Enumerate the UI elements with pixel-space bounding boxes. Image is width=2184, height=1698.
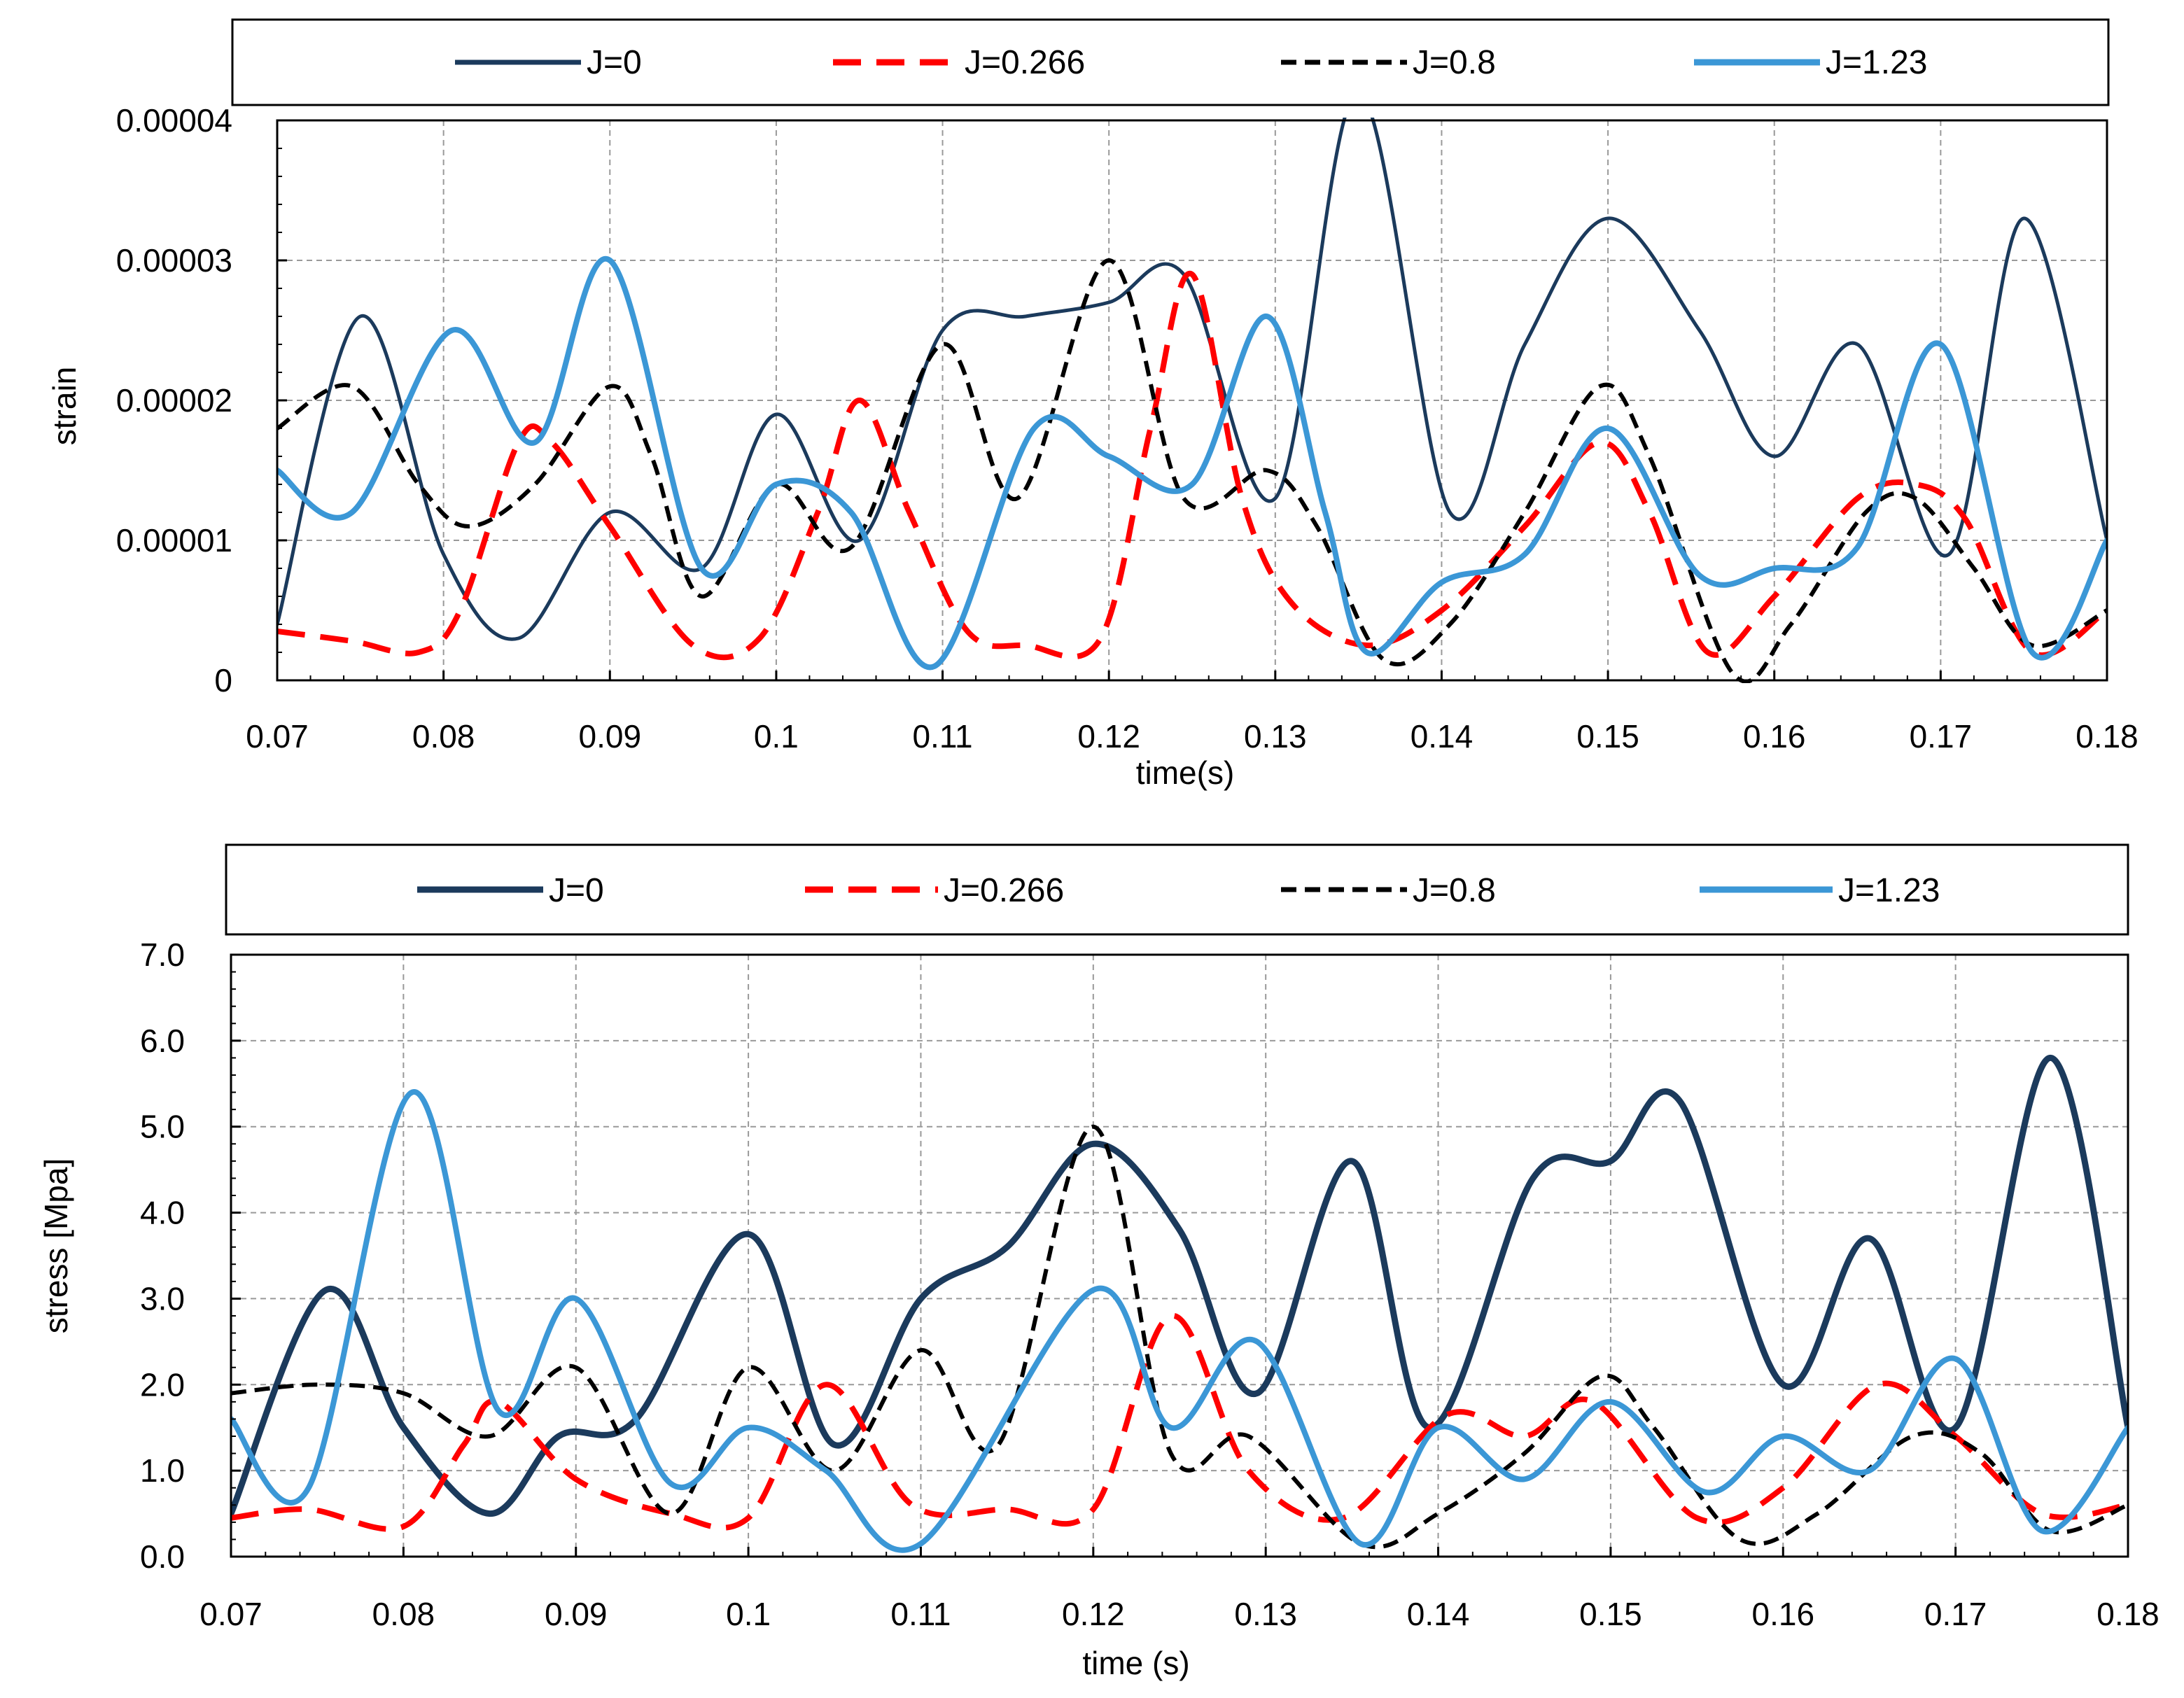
x-tick-label: 0.15 (1579, 1596, 1642, 1632)
x-tick-label: 0.12 (1062, 1596, 1125, 1632)
x-tick-label: 0.18 (2096, 1596, 2160, 1632)
series-line-j123 (277, 255, 2107, 671)
legend-item-j0266: J=0.266 (805, 872, 1064, 909)
x-tick-label: 0.16 (1752, 1596, 1815, 1632)
legend-label-j123: J=1.23 (1826, 44, 1927, 81)
y-tick-label: 6.0 (140, 1023, 185, 1059)
legend-item-j0: J=0 (417, 872, 604, 909)
series-line-j0 (231, 1054, 2128, 1517)
legend-item-j123: J=1.23 (1700, 872, 1940, 909)
y-tick-labels: 0 0.00001 0.00002 0.00003 0.00004 (116, 102, 232, 699)
y-tick-label: 0.00004 (116, 102, 232, 139)
legend-label-j0: J=0 (587, 44, 642, 81)
x-tick-label: 0.18 (2076, 718, 2138, 755)
tick-marks (276, 119, 2108, 682)
y-tick-label: 0.00003 (116, 242, 232, 279)
x-tick-label: 0.08 (412, 718, 475, 755)
series-line-j08 (277, 258, 2107, 683)
x-tick-label: 0.16 (1743, 718, 1806, 755)
x-tick-labels: 0.07 0.08 0.09 0.1 0.11 0.12 0.13 0.14 0.15 0.16 0… (200, 1596, 2160, 1632)
series-line-j08 (231, 1124, 2128, 1550)
series-line-j123 (231, 1089, 2128, 1553)
legend-label-j08: J=0.8 (1413, 44, 1496, 81)
x-tick-label: 0.07 (200, 1596, 262, 1632)
series-line-j0 (277, 118, 2107, 641)
x-tick-labels: 0.07 0.08 0.09 0.1 0.11 0.12 0.13 0.14 0.15 0.16 0… (246, 718, 2138, 755)
x-tick-label: 0.13 (1244, 718, 1307, 755)
x-tick-label: 0.17 (1910, 718, 1973, 755)
legend-label-j0266: J=0.266 (965, 44, 1085, 81)
x-tick-label: 0.13 (1234, 1596, 1297, 1632)
x-axis-title: time (s) (1082, 1645, 1189, 1681)
legend-item-j08: J=0.8 (1281, 872, 1496, 909)
x-tick-label: 0.12 (1077, 718, 1140, 755)
x-tick-label: 0.07 (246, 718, 309, 755)
legend-item-j0266: J=0.266 (833, 44, 1085, 81)
y-tick-label: 0.0 (140, 1538, 185, 1575)
x-tick-label: 0.14 (1410, 718, 1474, 755)
y-tick-label: 3.0 (140, 1280, 185, 1317)
legend-item-j08: J=0.8 (1281, 44, 1496, 81)
y-tick-labels: 0.0 1.0 2.0 3.0 4.0 5.0 6.0 7.0 (140, 936, 185, 1575)
series-line-j0266 (231, 1312, 2128, 1532)
series-clip (231, 1054, 2128, 1553)
x-tick-label: 0.09 (545, 1596, 608, 1632)
y-tick-label: 0 (214, 662, 232, 699)
y-tick-label: 1.0 (140, 1452, 185, 1489)
legend-label-j0266: J=0.266 (944, 872, 1064, 909)
x-tick-label: 0.11 (912, 718, 972, 755)
legend-item-j0: J=0 (455, 44, 642, 81)
x-tick-label: 0.1 (726, 1596, 771, 1632)
series-line-j0266 (277, 270, 2107, 661)
x-tick-label: 0.1 (754, 718, 799, 755)
y-axis-title: strain (46, 367, 83, 445)
y-tick-label: 4.0 (140, 1195, 185, 1231)
x-tick-label: 0.17 (1924, 1596, 1987, 1632)
tick-marks (230, 953, 2129, 1558)
plot-frame (230, 953, 2129, 1558)
legend-label-j123: J=1.23 (1838, 872, 1940, 909)
legend-label-j08: J=0.8 (1413, 872, 1496, 909)
x-tick-label: 0.15 (1576, 718, 1639, 755)
x-tick-label: 0.08 (372, 1596, 435, 1632)
x-tick-label: 0.11 (890, 1596, 951, 1632)
series-clip (277, 118, 2107, 683)
y-tick-label: 2.0 (140, 1366, 185, 1403)
series-lines (231, 1054, 2128, 1553)
legend-label-j0: J=0 (549, 872, 604, 909)
legend-item-j123: J=1.23 (1694, 44, 1927, 81)
y-tick-label: 0.00002 (116, 382, 232, 419)
series-lines (277, 118, 2107, 683)
x-axis-title: time(s) (1136, 755, 1235, 791)
y-tick-label: 7.0 (140, 936, 185, 973)
y-tick-label: 5.0 (140, 1109, 185, 1145)
x-tick-label: 0.09 (579, 718, 642, 755)
strain-chart: J=0 J=0.266 J=0.8 J=1.23 0.07 0.08 0.09 0.1… (46, 18, 2138, 791)
x-tick-label: 0.14 (1407, 1596, 1470, 1632)
stress-chart: J=0 J=0.266 J=0.8 J=1.23 0.07 0.08 0.09 0.1… (38, 843, 2160, 1681)
y-tick-label: 0.00001 (116, 522, 232, 559)
y-axis-title: stress [Mpa] (38, 1158, 74, 1334)
